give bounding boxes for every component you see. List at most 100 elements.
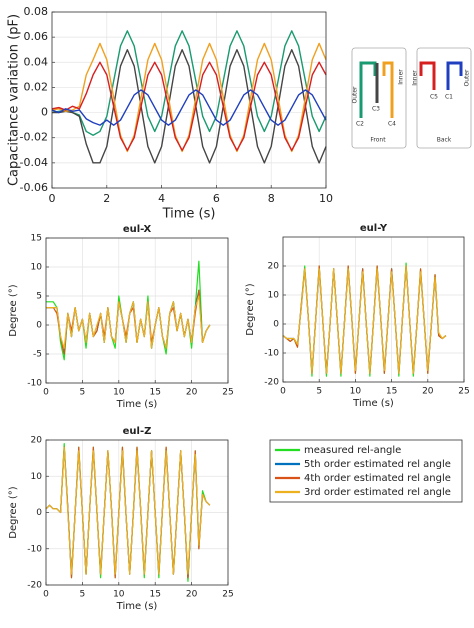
electrode-c5	[419, 61, 436, 90]
x-tick-label: 25	[458, 387, 469, 397]
y-axis-label: Degree (°)	[8, 284, 19, 336]
electrode-c2	[359, 61, 377, 118]
panel-caption: Back	[437, 137, 452, 144]
x-tick-label: 2	[103, 192, 110, 205]
axes-frame	[45, 439, 229, 586]
x-tick-label: 10	[113, 388, 125, 398]
x-tick-label: 15	[149, 590, 160, 600]
y-tick-label: 20	[31, 436, 43, 446]
x-tick-label: 20	[422, 387, 434, 397]
legend: measured rel-angle 5th order estimated re…	[269, 439, 463, 503]
x-tick-label: 15	[149, 388, 160, 398]
legend-label: 3rd order estimated rel angle	[304, 487, 451, 498]
y-tick-label: -10	[264, 349, 279, 359]
back-panel	[416, 47, 472, 149]
y-axis-label: Degree (°)	[8, 486, 19, 538]
axes-frame	[51, 11, 327, 189]
x-axis-label: Time (s)	[116, 399, 158, 410]
chart: -0.06 -0.04 -0.02 0 0.02 0.04 0.06 0.08 0 2 4 6 8 10 T…	[7, 5, 334, 222]
x-axis-label: Time (s)	[116, 601, 158, 612]
y-tick-label: 10	[31, 472, 43, 482]
y-tick-label: -0.02	[20, 131, 48, 144]
electrode-label: C5	[430, 94, 438, 101]
chart-title: eul-Z	[123, 426, 152, 437]
x-tick-label: 5	[80, 590, 86, 600]
plot-area	[46, 238, 228, 383]
series-line	[51, 30, 327, 136]
side-label: Inner	[412, 70, 419, 86]
y-tick-label: 15	[31, 234, 42, 244]
x-axis-label: Time (s)	[352, 398, 394, 409]
y-axis-label: Degree (°)	[245, 283, 256, 335]
electrode-label: C2	[356, 121, 364, 128]
x-tick-label: 10	[319, 192, 333, 205]
y-axis-label: Capacitance variation (pF)	[7, 14, 22, 186]
series-line	[282, 265, 447, 374]
electrode-label: C1	[445, 94, 453, 101]
side-label: Outer	[352, 86, 359, 104]
y-tick-label: 0.02	[24, 80, 49, 93]
y-tick-label: -5	[33, 350, 42, 360]
y-tick-label: 5	[36, 292, 42, 302]
y-tick-label: 0.04	[24, 55, 49, 68]
x-tick-label: 0	[43, 590, 49, 600]
y-tick-label: 0.06	[24, 30, 49, 43]
x-tick-label: 20	[186, 590, 198, 600]
chart: -20 -10 0 10 20 0 5 10 15 20 25 eul-Z Time (s) Degree…	[8, 426, 234, 612]
series-line	[52, 49, 327, 164]
electrode-c4	[382, 61, 394, 118]
y-tick-label: -10	[27, 379, 42, 389]
y-tick-label: 0	[273, 320, 279, 330]
legend-label: 4th order estimated rel angle	[304, 473, 451, 484]
x-axis-label: Time (s)	[162, 207, 216, 222]
electrode-diagram: Outer Inner C2 C3 C4 Front Inner Outer C…	[352, 47, 472, 149]
chart-title: eul-Y	[360, 223, 388, 234]
x-tick-label: 25	[222, 388, 233, 398]
x-tick-label: 15	[386, 387, 397, 397]
plot-area	[52, 12, 326, 188]
side-label: Inner	[398, 69, 405, 85]
chart: -10 -5 0 5 10 15 0 5 10 15 20 25 eul-X Time (s) Degree…	[8, 224, 234, 410]
series-line	[51, 61, 327, 151]
x-tick-label: 5	[80, 388, 86, 398]
x-tick-label: 20	[186, 388, 198, 398]
series-line	[51, 89, 327, 126]
legend-label: 5th order estimated rel angle	[304, 459, 451, 470]
chart: -20 -10 0 10 20 0 5 10 15 20 25 eul-Y Time (s) Degree…	[245, 223, 470, 409]
x-tick-label: 0	[280, 387, 286, 397]
y-tick-label: -20	[264, 378, 279, 388]
y-tick-label: 10	[268, 291, 280, 301]
y-tick-label: 0	[36, 508, 42, 518]
electrode-label: C3	[372, 106, 380, 113]
x-tick-label: 5	[316, 387, 322, 397]
chart-title: eul-X	[123, 224, 152, 235]
series-line	[46, 295, 211, 349]
y-tick-label: 10	[31, 263, 43, 273]
y-tick-label: 0.08	[24, 5, 49, 18]
electrode-c1	[446, 61, 463, 90]
x-tick-label: 0	[43, 388, 49, 398]
x-tick-label: 0	[49, 192, 56, 205]
series-line	[45, 446, 211, 575]
x-tick-label: 10	[350, 387, 362, 397]
legend-box	[269, 439, 463, 503]
y-tick-label: 0	[36, 321, 42, 331]
panel-caption: Front	[370, 137, 386, 144]
side-label: Outer	[464, 69, 471, 87]
y-tick-label: 20	[268, 262, 280, 272]
x-tick-label: 8	[268, 192, 275, 205]
y-tick-label: 0	[41, 106, 48, 119]
y-tick-label: -0.04	[20, 156, 48, 169]
electrode-label: C4	[388, 121, 396, 128]
axes-frame	[282, 236, 465, 383]
y-tick-label: -20	[27, 581, 42, 591]
x-tick-label: 10	[113, 590, 125, 600]
x-tick-label: 4	[158, 192, 165, 205]
x-tick-label: 25	[222, 590, 233, 600]
y-tick-label: -0.06	[20, 181, 48, 194]
axes-frame	[45, 237, 229, 384]
legend-label: measured rel-angle	[304, 445, 401, 456]
y-tick-label: -10	[27, 544, 42, 554]
